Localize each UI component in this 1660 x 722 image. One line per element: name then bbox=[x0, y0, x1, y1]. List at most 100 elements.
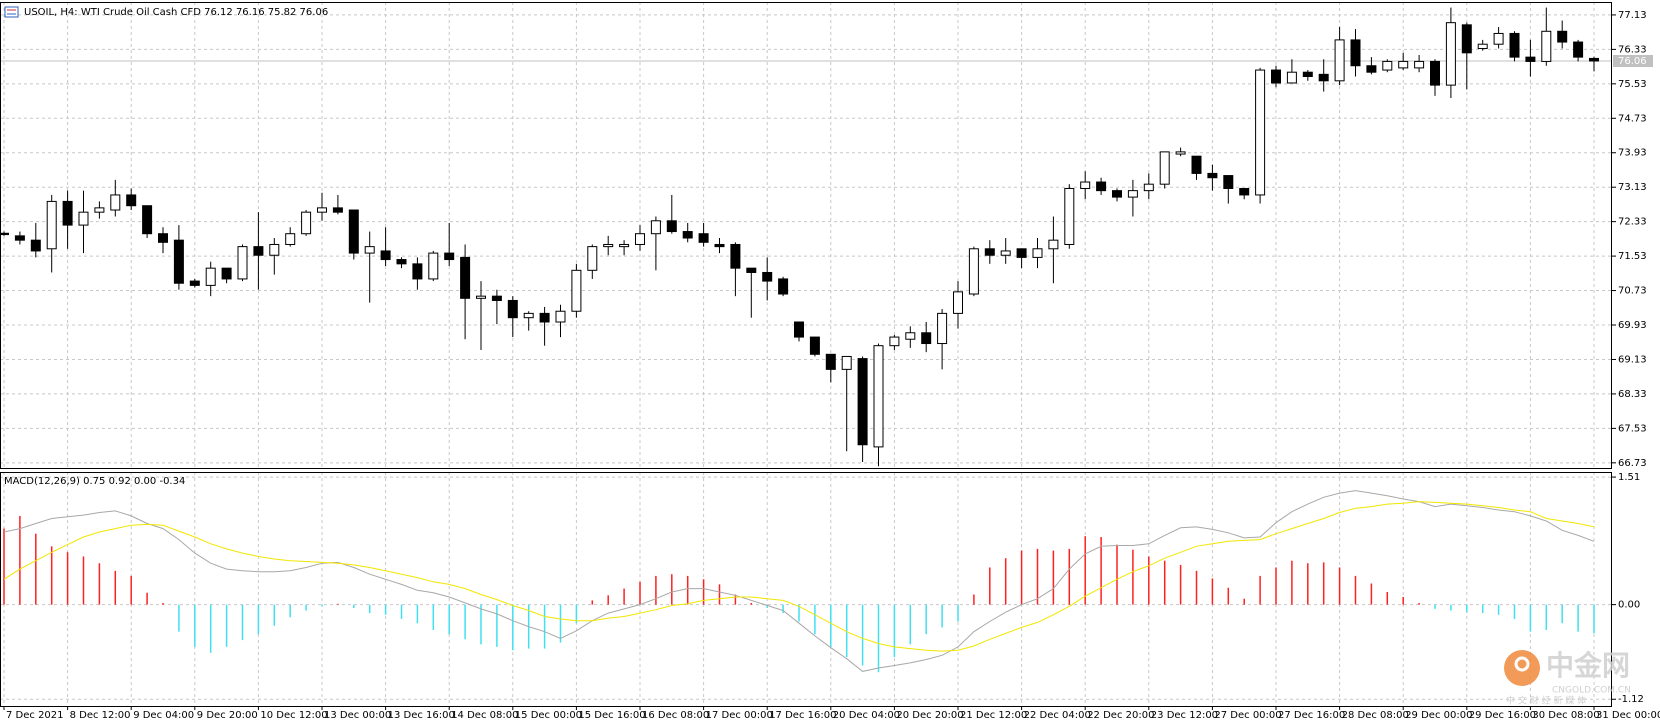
candle-body bbox=[1032, 248, 1043, 258]
y-tick-label: 77.13 bbox=[1618, 10, 1647, 21]
candle-body bbox=[841, 355, 852, 370]
candle-body bbox=[1509, 32, 1520, 58]
candle-body bbox=[1016, 248, 1027, 258]
candle-body bbox=[1445, 22, 1456, 86]
candle-body bbox=[650, 220, 661, 235]
macd-title: MACD(12,26,9) 0.75 0.92 0.00 -0.34 bbox=[4, 476, 185, 487]
candle-body bbox=[1127, 190, 1138, 198]
candle-body bbox=[1398, 60, 1409, 69]
candle-body bbox=[1143, 183, 1154, 192]
y-tick-label: -1.12 bbox=[1618, 694, 1644, 705]
candle-body bbox=[62, 200, 73, 226]
candle-body bbox=[1350, 39, 1361, 67]
x-tick-label: 22 Dec 20:00 bbox=[1087, 710, 1154, 721]
candle-body bbox=[507, 299, 518, 319]
candle-body bbox=[889, 336, 900, 347]
title-icon bbox=[4, 6, 19, 18]
candle-body bbox=[682, 231, 693, 239]
x-tick-label: 30 Dec 08:00 bbox=[1532, 710, 1599, 721]
y-tick-label: 69.13 bbox=[1618, 354, 1647, 365]
candle-body bbox=[968, 248, 979, 295]
candle-body bbox=[94, 207, 105, 213]
x-tick-label: 9 Dec 04:00 bbox=[133, 710, 194, 721]
candle-body bbox=[571, 269, 582, 312]
candle-body bbox=[348, 209, 359, 254]
candle-body bbox=[794, 321, 804, 338]
watermark-site: CNGOLD.COM.CN bbox=[1552, 686, 1631, 696]
candle-body bbox=[1112, 190, 1122, 198]
y-tick-label: 72.33 bbox=[1618, 217, 1647, 228]
candle-body bbox=[1096, 181, 1107, 192]
candle-body bbox=[221, 267, 232, 280]
last-price-box bbox=[1613, 55, 1653, 68]
icon-frame bbox=[4, 6, 19, 18]
candle-body bbox=[460, 256, 471, 299]
x-tick-label: 31 Dec 00:00 bbox=[1596, 710, 1660, 721]
candle-body bbox=[1589, 57, 1599, 62]
x-tick-label: 20 Dec 20:00 bbox=[896, 710, 963, 721]
x-tick-label: 16 Dec 08:00 bbox=[642, 710, 709, 721]
candle-body bbox=[1334, 39, 1345, 82]
candle-body bbox=[714, 243, 725, 248]
x-tick-label: 10 Dec 12:00 bbox=[260, 710, 327, 721]
x-tick-label: 7 Dec 2021 bbox=[6, 710, 64, 721]
candle-body bbox=[1048, 239, 1059, 250]
x-tick-label: 27 Dec 16:00 bbox=[1278, 710, 1345, 721]
y-tick-label: 71.53 bbox=[1618, 251, 1647, 262]
candle-body bbox=[1175, 151, 1186, 155]
candle-body bbox=[491, 295, 502, 301]
candle-body bbox=[444, 252, 455, 261]
candle-body bbox=[953, 291, 963, 314]
candle-body bbox=[587, 246, 598, 271]
x-tick-label: 29 Dec 16:00 bbox=[1469, 710, 1536, 721]
candle-body bbox=[476, 295, 486, 299]
x-tick-label: 8 Dec 12:00 bbox=[70, 710, 131, 721]
candle-body bbox=[110, 194, 121, 211]
candle-body bbox=[253, 246, 264, 256]
candle-body bbox=[905, 332, 916, 340]
watermark-slogan: 中 文 财 经 新 媒 体 bbox=[1506, 695, 1586, 707]
candle-body bbox=[635, 233, 645, 245]
y-tick-label: 73.93 bbox=[1618, 148, 1647, 159]
candle-body bbox=[205, 267, 216, 286]
candle-body bbox=[332, 207, 343, 213]
candle-body bbox=[1191, 155, 1202, 174]
candle-body bbox=[1557, 30, 1568, 43]
chart-title: USOIL, H4: WTI Crude Oil Cash CFD 76.12 … bbox=[24, 7, 328, 18]
candle-body bbox=[1573, 41, 1584, 58]
candle-body bbox=[762, 271, 773, 282]
candle-body bbox=[269, 243, 280, 256]
candle-body bbox=[825, 353, 836, 370]
candle-body bbox=[1207, 172, 1218, 179]
y-tick-label: 66.73 bbox=[1618, 458, 1647, 469]
candle-body bbox=[1414, 60, 1425, 69]
candle-body bbox=[78, 211, 89, 226]
x-tick-label: 21 Dec 12:00 bbox=[960, 710, 1027, 721]
x-tick-label: 23 Dec 12:00 bbox=[1151, 710, 1218, 721]
candle-body bbox=[1430, 60, 1440, 86]
candle-body bbox=[1239, 187, 1250, 196]
candle-body bbox=[873, 345, 884, 448]
x-tick-label: 13 Dec 16:00 bbox=[388, 710, 455, 721]
candle-body bbox=[984, 248, 995, 256]
candle-body bbox=[412, 263, 423, 280]
candle-body bbox=[698, 233, 709, 243]
candle-body bbox=[380, 250, 391, 261]
candle-body bbox=[301, 211, 312, 235]
candle-body bbox=[173, 239, 184, 284]
grid-layer bbox=[0, 2, 1612, 706]
candle-body bbox=[539, 312, 550, 323]
candle-body bbox=[1477, 43, 1488, 50]
watermark-brand: 中金网 bbox=[1546, 649, 1630, 682]
macd-line bbox=[3, 490, 1595, 672]
y-tick-label: 76.33 bbox=[1618, 44, 1647, 55]
candle-body bbox=[396, 259, 407, 265]
candle-body bbox=[937, 312, 948, 345]
mark-layer bbox=[0, 7, 1599, 673]
candle-body bbox=[1223, 175, 1234, 189]
x-tick-label: 13 Dec 00:00 bbox=[324, 710, 391, 721]
y-tick-label: 75.53 bbox=[1618, 79, 1647, 90]
candle-body bbox=[809, 336, 820, 355]
